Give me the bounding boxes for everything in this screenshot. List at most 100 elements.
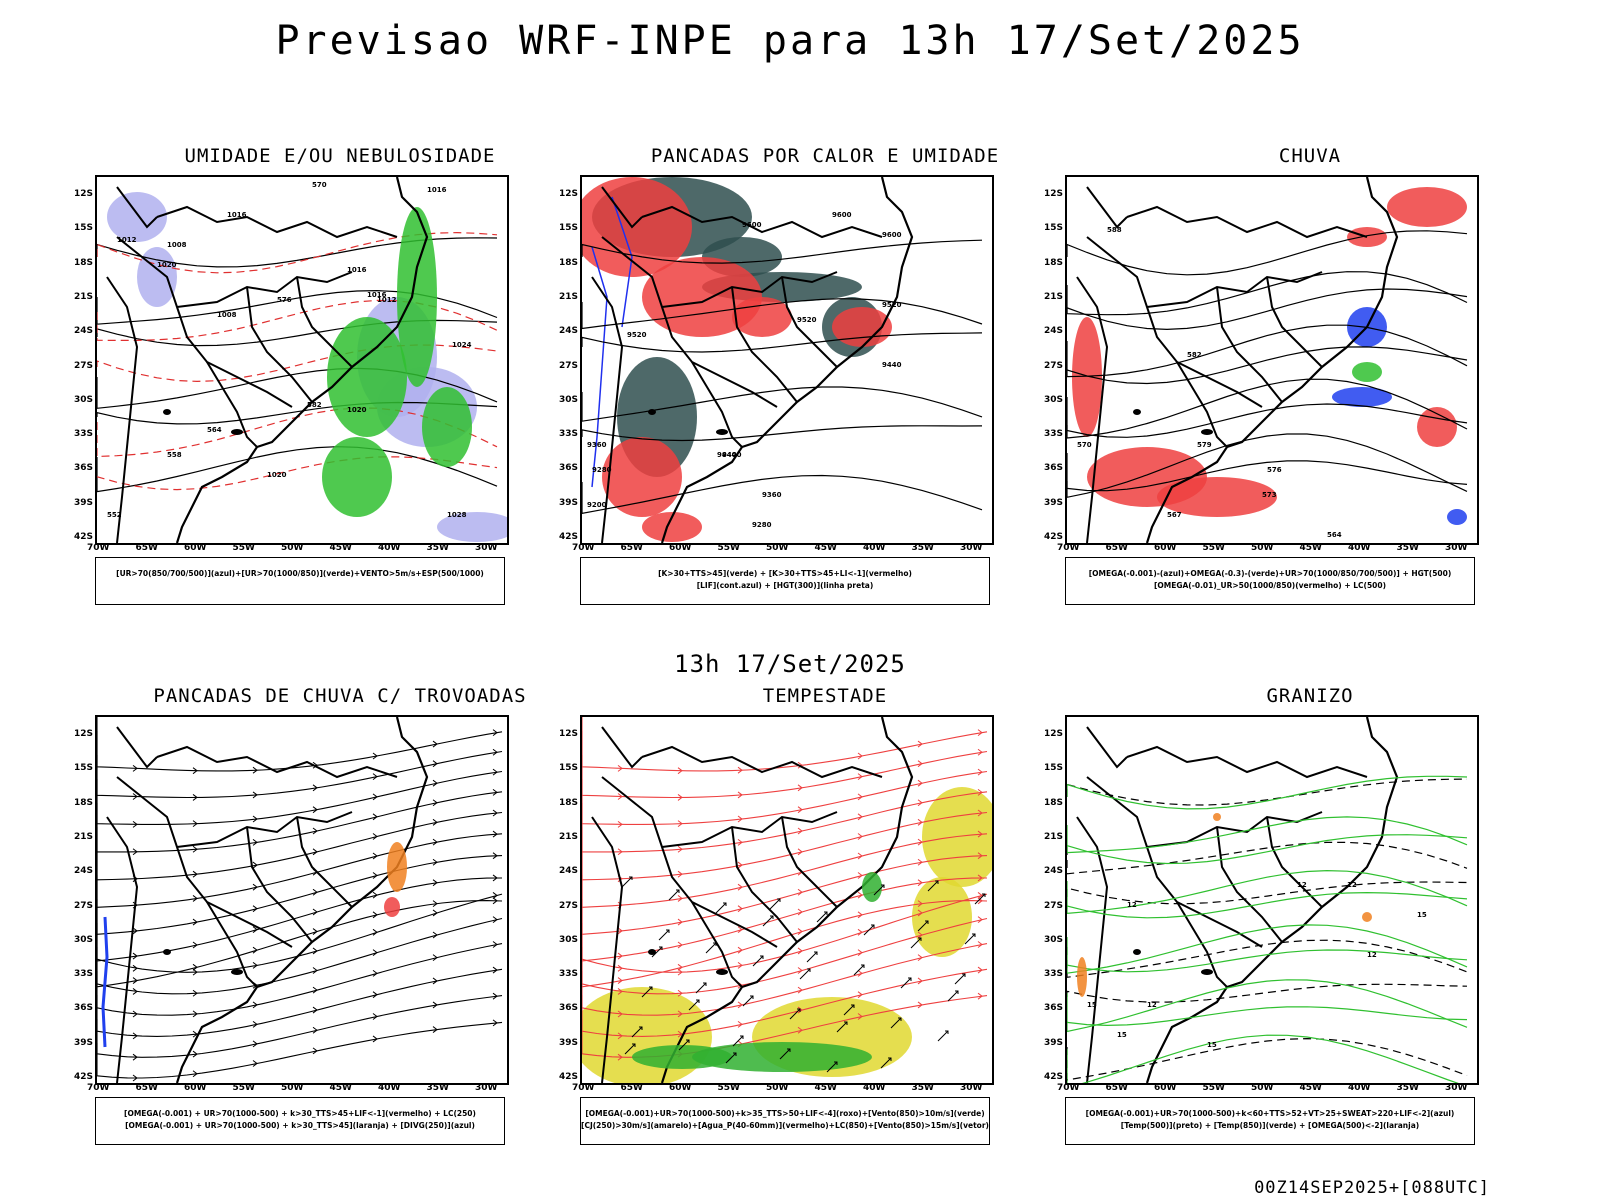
latitude-label: 18S	[1044, 797, 1064, 808]
country-border	[106, 816, 139, 1083]
lake-icon	[648, 409, 656, 415]
run-info-footer: 00Z14SEP2025+[088UTC]	[1254, 1178, 1490, 1198]
contour-label: 9280	[752, 521, 772, 529]
arrow-icon	[617, 765, 623, 772]
latitude-label: 15S	[1044, 223, 1064, 234]
latitude-label: 36S	[74, 463, 94, 474]
country-border	[601, 776, 778, 948]
contour-label: 9280	[592, 466, 612, 474]
arrow-icon	[312, 848, 318, 856]
contour-line	[97, 446, 498, 493]
longitude-label: 40W	[1348, 1083, 1371, 1093]
latitude-label: 33S	[1044, 969, 1064, 980]
contour-label: 1024	[452, 341, 472, 349]
arrow-icon	[857, 813, 863, 821]
arrow-icon	[977, 916, 983, 924]
arrow-icon	[372, 833, 378, 840]
arrow-icon	[252, 1040, 258, 1048]
contour-label: 558	[167, 451, 182, 459]
arrow-icon	[252, 962, 258, 969]
arrow-icon	[432, 909, 438, 917]
arrow-icon	[737, 926, 743, 934]
arrow-icon	[797, 1006, 803, 1014]
arrow-icon	[252, 883, 258, 891]
arrow-icon	[192, 794, 198, 801]
arrow-icon	[372, 991, 378, 999]
streamline	[97, 995, 503, 1058]
longitude-label: 60W	[1154, 1083, 1177, 1093]
wind-vector-icon	[826, 1061, 838, 1073]
wind-vector-icon	[651, 946, 663, 958]
contour-label: 9600	[882, 231, 902, 239]
contour-label: 15	[1117, 1031, 1127, 1039]
streamline	[97, 943, 503, 1016]
streamline	[97, 875, 503, 962]
country-border	[1266, 276, 1323, 368]
contour-line	[1067, 1034, 1459, 1083]
wind-vector-icon	[927, 880, 939, 892]
latitude-label: 27S	[1044, 360, 1064, 371]
country-border	[116, 726, 158, 769]
arrow-icon	[492, 992, 498, 1000]
arrow-icon	[312, 827, 318, 835]
longitude-label: 55W	[232, 543, 255, 553]
latitude-label: 24S	[74, 866, 94, 877]
arrow-icon	[977, 729, 983, 737]
streamline	[582, 943, 988, 1016]
contour-label: 12	[1347, 881, 1357, 889]
contour-line	[1067, 403, 1468, 438]
arrow-icon	[977, 992, 983, 1000]
arrow-icon	[432, 818, 438, 826]
country-border	[591, 276, 624, 543]
arrow-icon	[372, 752, 378, 760]
wind-vector-icon	[658, 929, 670, 941]
contour-label: 15	[1417, 911, 1427, 919]
longitude-label: 45W	[1299, 1083, 1322, 1093]
arrow-icon	[432, 879, 438, 887]
contour-line	[582, 425, 983, 442]
contour-line	[97, 319, 498, 347]
arrow-icon	[312, 967, 318, 974]
longitude-label: 45W	[1299, 543, 1322, 553]
contour-line	[1067, 378, 1468, 439]
wind-vector-icon	[624, 1043, 636, 1055]
instability-area-red	[642, 512, 702, 542]
contour-label: 12	[1127, 901, 1137, 909]
longitude-label: 50W	[281, 1083, 304, 1093]
longitude-label: 35W	[1396, 543, 1419, 553]
longitude-label: 35W	[1396, 1083, 1419, 1093]
longitude-label: 70W	[572, 1083, 595, 1093]
contour-label: 9600	[742, 221, 762, 229]
contour-label: 570	[1077, 441, 1092, 449]
longitude-label: 65W	[135, 1083, 158, 1093]
arrow-icon	[737, 861, 743, 869]
longitude-label: 50W	[281, 543, 304, 553]
wind-vector-icon	[705, 942, 717, 954]
longitude-label: 35W	[911, 543, 934, 553]
arrow-icon	[737, 946, 743, 954]
latitude-label: 30S	[559, 394, 579, 405]
contour-label: 573	[1262, 491, 1277, 499]
wind-vector-icon	[725, 1052, 737, 1064]
rain-area-red	[1157, 477, 1277, 517]
panel-title: PANCADAS DE CHUVA C/ TROVOADAS	[153, 685, 527, 707]
contour-label: 567	[1167, 511, 1182, 519]
arrow-icon	[677, 918, 683, 926]
arrow-icon	[857, 1013, 863, 1020]
latitude-label: 27S	[559, 360, 579, 371]
latitude-label: 15S	[1044, 763, 1064, 774]
storm-area-red	[384, 897, 400, 917]
latitude-label: 18S	[74, 257, 94, 268]
lake-icon	[163, 409, 171, 415]
country-border	[641, 205, 883, 239]
wind-vector-icon	[799, 968, 811, 980]
latitude-label: 42S	[1044, 532, 1064, 542]
contour-line	[1067, 939, 1468, 978]
contour-line	[1067, 346, 1468, 385]
rain-area-blue	[1332, 387, 1392, 407]
wind-vector-icon	[873, 884, 885, 896]
arrow-icon	[372, 1035, 378, 1043]
map-pancadas-trovoadas	[95, 715, 509, 1085]
wind-vector-icon	[900, 977, 912, 989]
arrow-icon	[677, 767, 683, 775]
